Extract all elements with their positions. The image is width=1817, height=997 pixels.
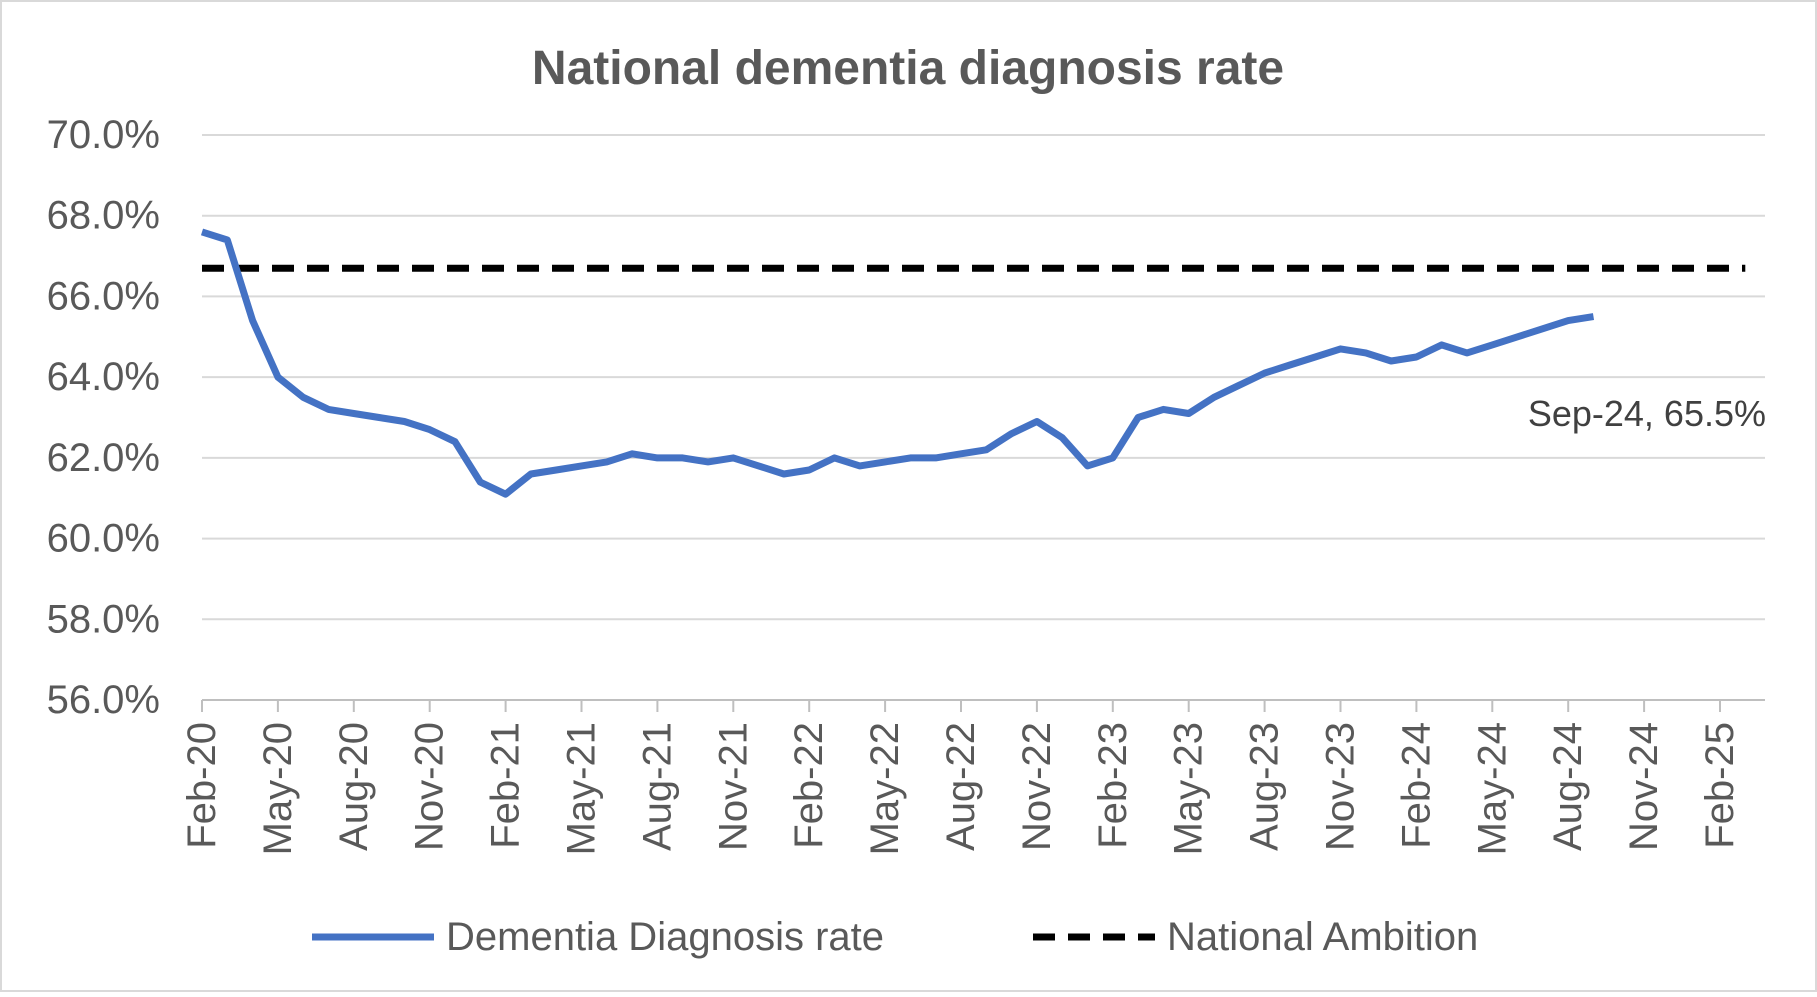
x-tick-label: May-21 <box>560 722 604 855</box>
y-tick-label: 64.0% <box>47 355 160 399</box>
chart-title: National dementia diagnosis rate <box>532 42 1284 95</box>
y-tick-label: 68.0% <box>47 194 160 238</box>
series-lines <box>200 228 1746 498</box>
gridlines <box>202 134 1765 621</box>
x-tick-label: May-24 <box>1470 722 1514 855</box>
x-tick-label: Nov-21 <box>711 722 755 851</box>
y-tick-label: 66.0% <box>47 274 160 318</box>
x-tick-label: Nov-22 <box>1015 722 1059 851</box>
x-tick-label: Aug-24 <box>1546 722 1590 851</box>
x-tick-label: Nov-20 <box>408 722 452 851</box>
x-tick-label: Feb-25 <box>1698 722 1742 849</box>
x-tick-label: Nov-23 <box>1319 722 1363 851</box>
y-tick-label: 62.0% <box>47 436 160 480</box>
x-tick-label: Feb-20 <box>180 722 224 849</box>
x-tick-label: Aug-22 <box>939 722 983 851</box>
x-axis: Feb-20 May-20 Aug-20 Nov-20 Feb-21 May-21 Aug-… <box>180 699 1765 855</box>
x-tick-label: Feb-24 <box>1394 722 1438 849</box>
y-axis-tick-labels: 56.0% 58.0% 60.0% 62.0% 64.0% 66.0% 68.0% 70.0% <box>47 113 160 722</box>
x-tick-label: Feb-22 <box>787 722 831 849</box>
x-tick-label: May-22 <box>863 722 907 855</box>
x-tick-label: Feb-21 <box>484 722 528 849</box>
y-tick-label: 60.0% <box>47 517 160 561</box>
x-tick-label: Feb-23 <box>1091 722 1135 849</box>
y-tick-label: 70.0% <box>47 113 160 157</box>
x-tick-label: May-23 <box>1167 722 1211 855</box>
x-tick-label: Aug-23 <box>1243 722 1287 851</box>
series-line-dementia-diagnosis-rate <box>200 228 1595 498</box>
x-tick-label: Aug-20 <box>332 722 376 851</box>
x-tick-label: Nov-24 <box>1622 722 1666 851</box>
y-tick-label: 58.0% <box>47 597 160 641</box>
legend-label-dementia-diagnosis-rate: Dementia Diagnosis rate <box>446 915 884 959</box>
y-tick-label: 56.0% <box>47 678 160 722</box>
x-tick-label: May-20 <box>256 722 300 855</box>
legend: Dementia Diagnosis rate National Ambitio… <box>312 915 1478 959</box>
x-tick-label: Aug-21 <box>635 722 679 851</box>
data-label-annotation: Sep-24, 65.5% <box>1528 393 1766 434</box>
legend-label-national-ambition: National Ambition <box>1167 915 1478 959</box>
